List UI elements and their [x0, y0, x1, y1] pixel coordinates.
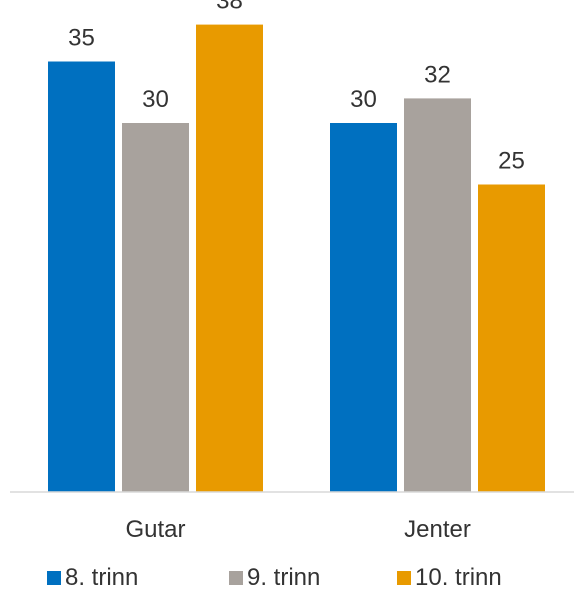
- bar-gutar-3: [196, 24, 263, 492]
- legend-label-3: 10. trinn: [415, 564, 502, 591]
- data-label-jenter-3: 25: [498, 148, 525, 175]
- bar-jenter-2: [404, 98, 471, 493]
- bar-jenter-3: [478, 184, 545, 492]
- legend-label-2: 9. trinn: [247, 564, 320, 591]
- bar-gutar-1: [48, 61, 115, 492]
- data-label-jenter-1: 30: [350, 86, 377, 113]
- category-labels-layer: Gutar Jenter: [125, 516, 470, 543]
- data-label-gutar-3: 38: [216, 0, 243, 15]
- bars-layer: [48, 24, 545, 493]
- data-labels-layer: 35 30 38 30 32 25: [68, 0, 525, 175]
- category-label-jenter: Jenter: [404, 516, 471, 543]
- data-label-gutar-1: 35: [68, 25, 95, 52]
- category-label-gutar: Gutar: [125, 516, 185, 543]
- legend-label-1: 8. trinn: [65, 564, 138, 591]
- legend-swatch-1: [47, 571, 61, 585]
- legend: 8. trinn 9. trinn 10. trinn: [47, 564, 502, 591]
- data-label-gutar-2: 30: [142, 86, 169, 113]
- bar-gutar-2: [122, 123, 189, 492]
- legend-swatch-2: [229, 571, 243, 585]
- legend-swatch-3: [397, 571, 411, 585]
- data-label-jenter-2: 32: [424, 61, 451, 88]
- bar-jenter-1: [330, 123, 397, 492]
